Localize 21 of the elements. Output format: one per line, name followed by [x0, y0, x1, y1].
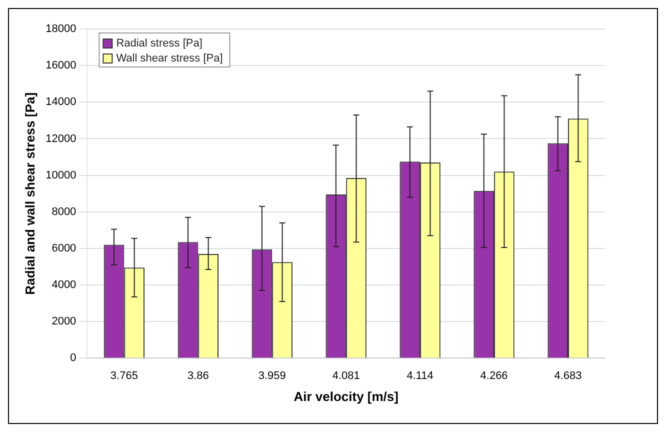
y-axis-title: Radial and wall shear stress [Pa]	[22, 92, 38, 295]
y-tick-label: 16000	[46, 60, 76, 72]
y-tick-label: 14000	[46, 96, 76, 108]
y-tick-label: 2000	[52, 316, 76, 328]
y-tick-label: 18000	[46, 23, 76, 36]
y-tick-label: 0	[70, 352, 76, 364]
x-tick-label: 3.765	[110, 370, 138, 382]
x-tick-label: 3.959	[258, 370, 286, 382]
x-tick-label: 4.683	[554, 370, 582, 382]
x-tick-label: 4.266	[480, 370, 508, 382]
legend-label: Wall shear stress [Pa]	[116, 52, 223, 65]
x-tick-label: 4.114	[406, 370, 434, 382]
y-tick-label: 6000	[52, 242, 76, 254]
x-axis-title: Air velocity [m/s]	[294, 388, 398, 404]
legend-label: Radial stress [Pa]	[116, 38, 202, 50]
y-tick-label: 8000	[52, 206, 76, 218]
x-tick-label: 4.081	[332, 370, 360, 382]
x-tick-label: 3.86	[187, 370, 209, 382]
y-tick-label: 10000	[46, 169, 76, 182]
y-tick-label: 4000	[52, 279, 76, 292]
y-tick-label: 12000	[46, 132, 76, 145]
